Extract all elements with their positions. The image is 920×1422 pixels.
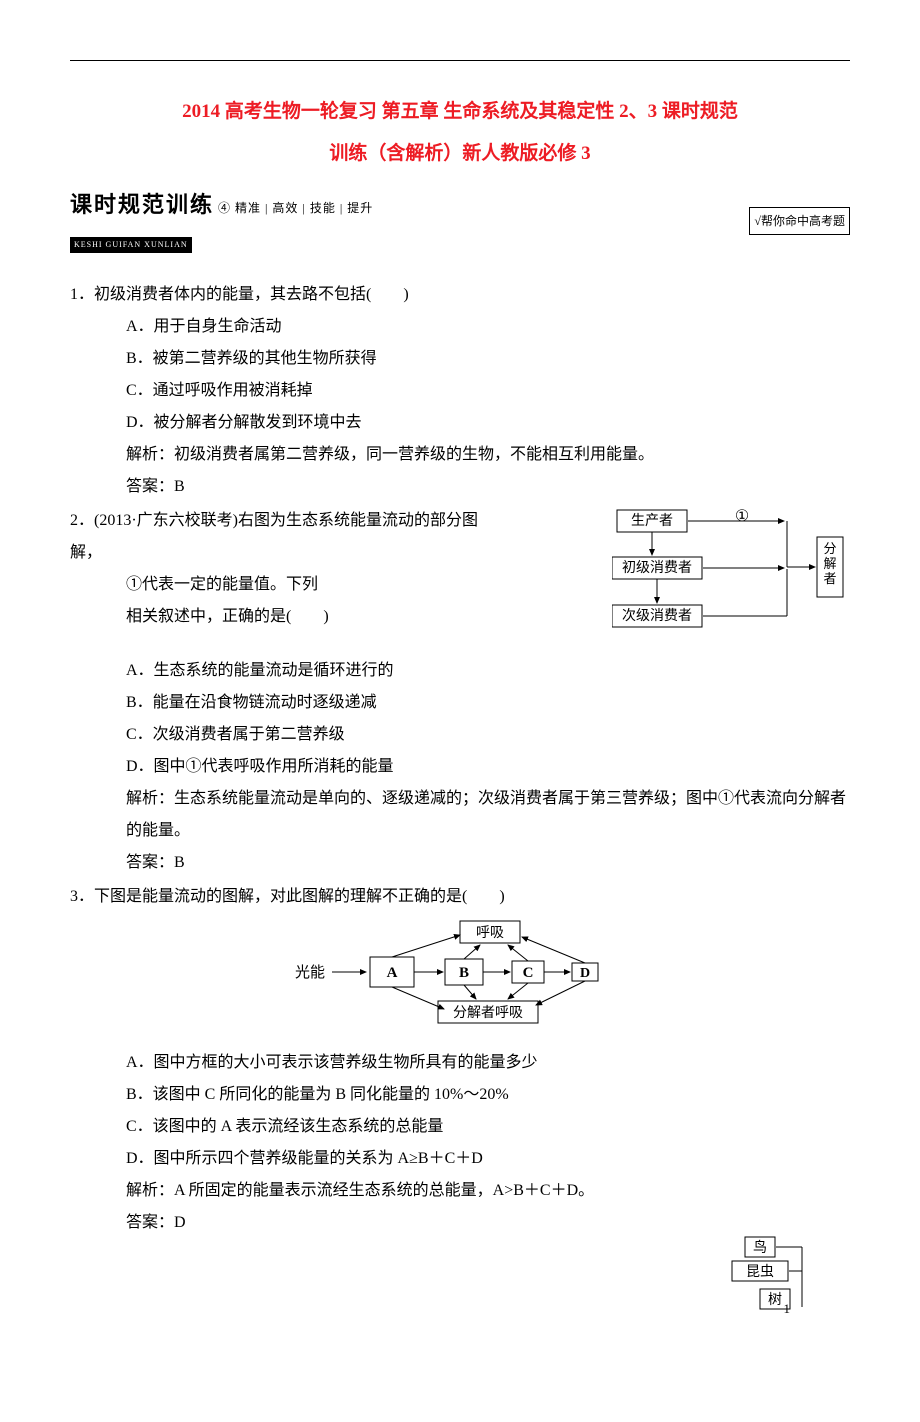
svg-text:A: A <box>387 965 398 981</box>
q4-diagram: 鸟 昆虫 树 <box>710 1235 820 1327</box>
q1-option-b: B．被第二营养级的其他生物所获得 <box>70 343 850 375</box>
q1-stem: 1．初级消费者体内的能量，其去路不包括( ) <box>70 279 850 311</box>
q2-option-b: B．能量在沿食物链流动时逐级递减 <box>70 687 850 719</box>
banner: 课时规范训练 ④ 精准 | 高效 | 技能 | 提升 KESHI GUIFAN … <box>70 183 850 259</box>
svg-text:生产者: 生产者 <box>631 513 673 529</box>
q3-option-b: B．该图中 C 所同化的能量为 B 同化能量的 10%～20% <box>70 1079 850 1111</box>
svg-text:次级消费者: 次级消费者 <box>622 608 692 624</box>
q3-analysis: 解析：A 所固定的能量表示流经生态系统的总能量，A>B＋C＋D。 <box>70 1175 850 1207</box>
q1-analysis: 解析：初级消费者属第二营养级，同一营养级的生物，不能相互利用能量。 <box>70 439 850 471</box>
q3-option-d: D．图中所示四个营养级能量的关系为 A≥B＋C＋D <box>70 1143 850 1175</box>
banner-pinyin: KESHI GUIFAN XUNLIAN <box>70 237 192 253</box>
title-line-1: 2014 高考生物一轮复习 第五章 生命系统及其稳定性 2、3 课时规范 <box>182 101 738 122</box>
svg-text:树: 树 <box>768 1292 782 1308</box>
page-number: 1 <box>784 1296 791 1322</box>
question-2: 生产者 初级消费者 次级消费者 ① 分 解 者 2．(2013·广东六校联考)右… <box>70 505 850 879</box>
svg-text:呼吸: 呼吸 <box>476 925 504 941</box>
banner-left: 课时规范训练 ④ 精准 | 高效 | 技能 | 提升 KESHI GUIFAN … <box>70 183 373 259</box>
q2-analysis: 解析：生态系统能量流动是单向的、逐级递减的；次级消费者属于第三营养级；图中①代表… <box>70 783 850 847</box>
svg-text:B: B <box>459 965 469 981</box>
banner-sub: ④ 精准 | 高效 | 技能 | 提升 <box>218 201 373 215</box>
q2-option-c: C．次级消费者属于第二营养级 <box>70 719 850 751</box>
q1-option-d: D．被分解者分解散发到环境中去 <box>70 407 850 439</box>
q1-option-a: A．用于自身生命活动 <box>70 311 850 343</box>
svg-text:昆虫: 昆虫 <box>746 1264 774 1280</box>
svg-text:C: C <box>523 965 534 981</box>
svg-text:①: ① <box>735 508 749 525</box>
q3-stem: 3．下图是能量流动的图解，对此图解的理解不正确的是( ) <box>70 881 850 913</box>
svg-text:鸟: 鸟 <box>753 1240 767 1256</box>
svg-text:解: 解 <box>823 556 836 571</box>
question-1: 1．初级消费者体内的能量，其去路不包括( ) A．用于自身生命活动 B．被第二营… <box>70 279 850 503</box>
q3-option-c: C．该图中的 A 表示流经该生态系统的总能量 <box>70 1111 850 1143</box>
q1-option-c: C．通过呼吸作用被消耗掉 <box>70 375 850 407</box>
svg-text:分解者呼吸: 分解者呼吸 <box>453 1005 523 1021</box>
q1-answer: 答案：B <box>70 471 850 503</box>
hit-exam-box: √帮你命中高考题 <box>749 207 850 235</box>
q2-diagram: 生产者 初级消费者 次级消费者 ① 分 解 者 <box>612 505 850 647</box>
svg-text:者: 者 <box>823 571 836 586</box>
svg-text:D: D <box>580 966 590 981</box>
banner-main: 课时规范训练 <box>70 192 214 217</box>
svg-text:光能: 光能 <box>295 964 325 981</box>
q2-answer: 答案：B <box>70 847 850 879</box>
doc-title: 2014 高考生物一轮复习 第五章 生命系统及其稳定性 2、3 课时规范 训练（… <box>70 91 850 175</box>
q3-option-a: A．图中方框的大小可表示该营养级生物所具有的能量多少 <box>70 1047 850 1079</box>
svg-text:分: 分 <box>823 541 836 556</box>
q3-diagram: 呼吸 光能 A B C D 分解者 <box>70 919 850 1041</box>
q2-option-a: A．生态系统的能量流动是循环进行的 <box>70 655 850 687</box>
svg-text:初级消费者: 初级消费者 <box>622 559 692 576</box>
top-rule <box>70 60 850 61</box>
question-3: 3．下图是能量流动的图解，对此图解的理解不正确的是( ) 呼吸 光能 A B C <box>70 881 850 1239</box>
title-line-2: 训练（含解析）新人教版必修 3 <box>329 143 590 164</box>
q2-option-d: D．图中①代表呼吸作用所消耗的能量 <box>70 751 850 783</box>
